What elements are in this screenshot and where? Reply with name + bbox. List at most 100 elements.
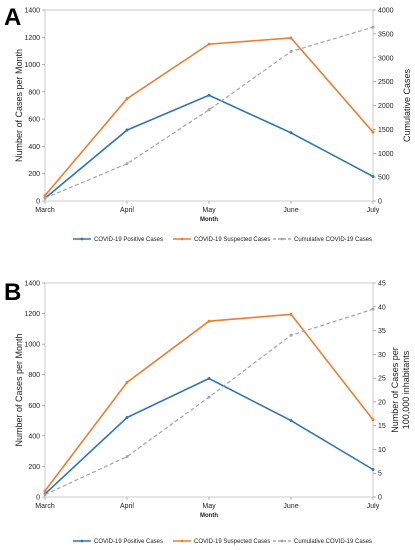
right-tick-label: 0 bbox=[378, 199, 382, 206]
left-tick-label: 1000 bbox=[24, 62, 40, 69]
right-tick-label: 1500 bbox=[378, 127, 394, 134]
right-tick-label: 35 bbox=[378, 328, 386, 335]
legend-marker bbox=[280, 539, 284, 543]
y-axis-label-right-line: 100,000 inhabitants bbox=[401, 350, 411, 429]
x-tick-label: April bbox=[120, 503, 134, 510]
legend-label: COVID-19 Positive Cases bbox=[94, 539, 163, 545]
left-tick-label: 800 bbox=[28, 89, 40, 96]
legend-marker bbox=[80, 539, 84, 543]
left-tick-label: 400 bbox=[28, 433, 40, 440]
legend-label: COVID-19 Suspected Cases bbox=[194, 539, 270, 545]
left-tick-label: 200 bbox=[28, 464, 40, 471]
y-axis-label-right: Cumulative Cases bbox=[402, 68, 412, 142]
series-point bbox=[371, 174, 375, 178]
series-line bbox=[44, 37, 374, 197]
legend-marker bbox=[180, 237, 184, 241]
x-axis-label: Month bbox=[200, 513, 218, 519]
left-tick-label: 0 bbox=[36, 495, 40, 502]
series-point bbox=[371, 130, 375, 134]
left-tick-label: 1400 bbox=[24, 8, 40, 15]
right-tick-label: 500 bbox=[378, 175, 390, 182]
right-tick-label: 1000 bbox=[378, 151, 394, 158]
right-tick-label: 0 bbox=[378, 495, 382, 502]
y-axis-label-left: Number of Cases per Month bbox=[14, 49, 24, 162]
x-tick-label: July bbox=[367, 207, 380, 214]
chart-panel-b: B 0 200 400 600 800 1000 1200 1400 0 5 10 15 20 25 30 3… bbox=[0, 275, 415, 550]
x-tick-label: May bbox=[202, 207, 216, 214]
left-tick-label: 0 bbox=[36, 199, 40, 206]
x-tick-label: June bbox=[283, 207, 298, 214]
legend-marker bbox=[180, 539, 184, 543]
panel-letter: B bbox=[4, 279, 22, 306]
y-axis-label-left: Number of Cases per Month bbox=[14, 333, 24, 446]
left-tick-label: 1000 bbox=[24, 342, 40, 349]
legend-label: COVID-19 Positive Cases bbox=[94, 237, 163, 243]
series-point bbox=[371, 467, 375, 471]
series-point bbox=[207, 395, 211, 399]
y-axis-label-right-line: Number of Cases per bbox=[390, 347, 400, 433]
left-tick-label: 200 bbox=[28, 171, 40, 178]
series-point bbox=[371, 418, 375, 422]
x-tick-label: April bbox=[120, 207, 134, 214]
chart-a-svg: 0 200 400 600 800 1000 1200 1400 0 500 1000 1500 200… bbox=[14, 8, 412, 244]
series-line bbox=[44, 26, 374, 199]
series-point bbox=[207, 319, 211, 323]
series-point bbox=[125, 416, 129, 420]
right-tick-label: 15 bbox=[378, 423, 386, 430]
right-tick-label: 5 bbox=[378, 471, 382, 478]
series-point bbox=[289, 419, 293, 423]
legend-marker bbox=[80, 237, 84, 241]
left-tick-label: 1200 bbox=[24, 35, 40, 42]
right-tick-label: 10 bbox=[378, 447, 386, 454]
right-tick-label: 2500 bbox=[378, 79, 394, 86]
series-point bbox=[371, 307, 375, 311]
series-point bbox=[125, 380, 129, 384]
series-point bbox=[289, 312, 293, 316]
series-point bbox=[43, 493, 47, 497]
right-tick-label: 45 bbox=[378, 281, 386, 288]
x-tick-label: March bbox=[35, 503, 55, 510]
series-point bbox=[43, 196, 47, 200]
left-tick-label: 1200 bbox=[24, 311, 40, 318]
right-tick-label: 3000 bbox=[378, 55, 394, 62]
series-point bbox=[289, 131, 293, 135]
series-point bbox=[207, 108, 211, 112]
x-tick-label: July bbox=[367, 503, 380, 510]
x-axis-label: Month bbox=[200, 217, 218, 223]
right-tick-label: 20 bbox=[378, 399, 386, 406]
legend-label: COVID-19 Suspected Cases bbox=[194, 237, 270, 243]
legend-marker bbox=[280, 237, 284, 241]
plot-frame bbox=[44, 282, 374, 498]
legend-label: Cumulative COVID-19 Cases bbox=[294, 539, 372, 545]
left-tick-label: 1400 bbox=[24, 281, 40, 288]
series-point bbox=[371, 25, 375, 29]
right-tick-label: 2000 bbox=[378, 103, 394, 110]
chart-b-svg: 0 200 400 600 800 1000 1200 1400 0 5 10 15 20 25 30 35 4… bbox=[14, 281, 411, 546]
x-tick-label: March bbox=[35, 207, 55, 214]
right-tick-label: 40 bbox=[378, 304, 386, 311]
series-point bbox=[207, 42, 211, 46]
right-tick-label: 25 bbox=[378, 376, 386, 383]
series-point bbox=[289, 333, 293, 337]
series-line bbox=[44, 308, 374, 496]
left-tick-label: 400 bbox=[28, 144, 40, 151]
series-point bbox=[125, 128, 129, 132]
chart-panel-a: A 0 200 400 600 800 1000 1200 1400 0 500 1000 1500 2… bbox=[0, 0, 415, 270]
left-tick-label: 600 bbox=[28, 403, 40, 410]
right-tick-label: 3500 bbox=[378, 31, 394, 38]
series-point bbox=[289, 50, 293, 54]
series-point bbox=[207, 377, 211, 381]
series-point bbox=[125, 162, 129, 166]
series-point bbox=[125, 455, 129, 459]
right-tick-label: 30 bbox=[378, 352, 386, 359]
series-point bbox=[207, 93, 211, 97]
legend-label: Cumulative COVID-19 Cases bbox=[294, 237, 372, 243]
series-point bbox=[43, 489, 47, 493]
series-line bbox=[44, 313, 374, 492]
x-tick-label: June bbox=[283, 503, 298, 510]
x-tick-label: May bbox=[202, 503, 216, 510]
series-point bbox=[289, 36, 293, 40]
left-tick-label: 600 bbox=[28, 117, 40, 124]
series-point bbox=[125, 97, 129, 101]
panel-letter: A bbox=[4, 4, 22, 31]
